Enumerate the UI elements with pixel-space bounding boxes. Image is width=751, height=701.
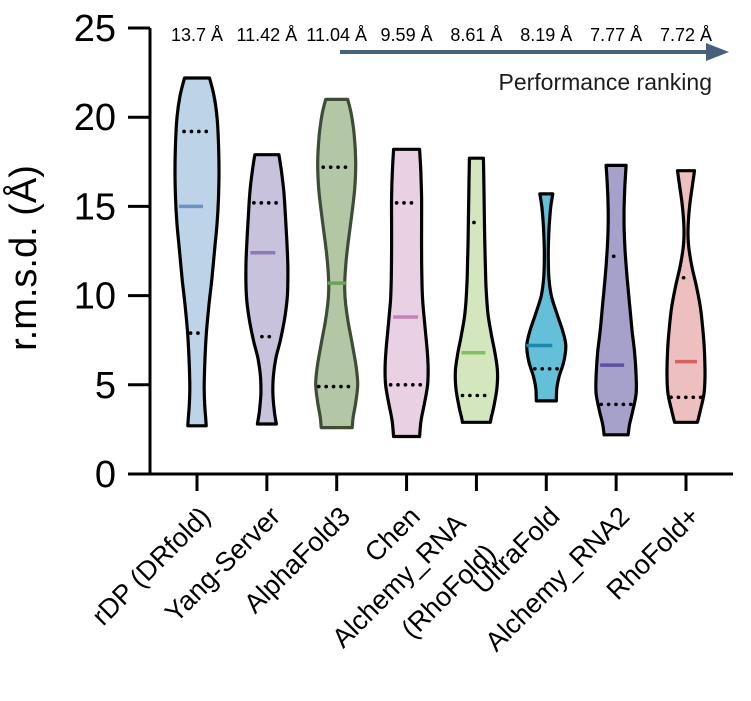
mean-label-rdp-drfold: 13.7 Å	[171, 25, 223, 45]
violin-chen	[383, 147, 430, 439]
y-axis-label: r.m.s.d. (Å)	[1, 165, 45, 351]
performance-ranking-label: Performance ranking	[499, 69, 713, 95]
y-tick-label: 5	[95, 365, 116, 407]
x-tick-label-rdp-drfold: rDP (DRfold)	[86, 501, 216, 631]
mean-label-yang-server: 11.42 Å	[236, 25, 297, 45]
mean-label-chen: 9.59 Å	[381, 25, 433, 45]
y-tick-label: 15	[74, 186, 116, 228]
violin-alchemy-rna2	[594, 163, 639, 437]
violin-ultrafold	[525, 192, 568, 403]
violin-rdp-drfold	[173, 76, 221, 428]
mean-label-ultrafold: 8.19 Å	[520, 25, 572, 45]
y-tick-label: 10	[74, 276, 116, 318]
y-tick-label: 25	[74, 8, 116, 50]
violin-yang-server	[244, 153, 290, 426]
mean-label-rhofold: 7.72 Å	[660, 25, 712, 45]
mean-label-alchemy-rna2: 7.77 Å	[590, 25, 642, 45]
mean-label-alchemy-rna-rhofold: 8.61 Å	[450, 25, 502, 45]
mean-label-alphafold3: 11.04 Å	[306, 25, 367, 45]
y-tick-label: 0	[95, 454, 116, 496]
violin-alphafold3	[314, 97, 360, 430]
y-tick-label: 20	[74, 97, 116, 139]
violin-alchemy-rna-rhofold	[453, 156, 500, 424]
performance-arrow-head	[706, 43, 729, 61]
violin-rhofold	[665, 169, 707, 424]
